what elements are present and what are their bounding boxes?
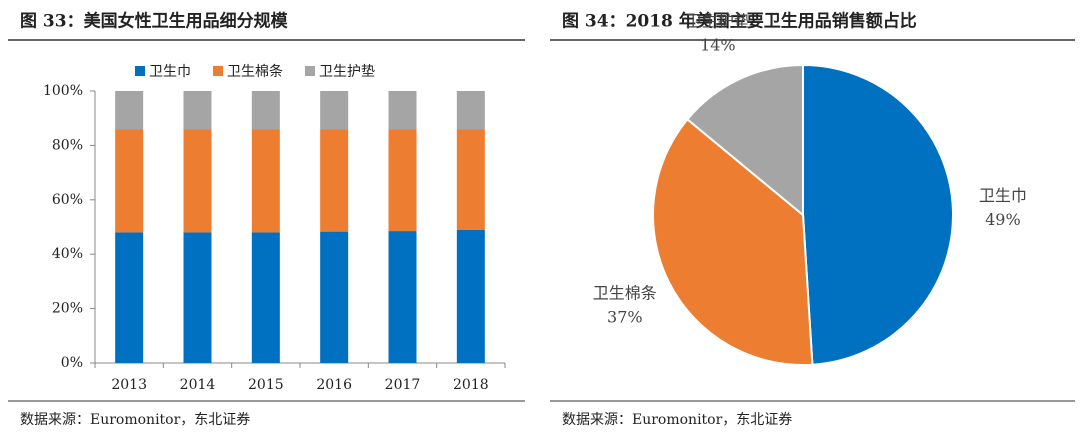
bar-segment xyxy=(251,91,280,130)
bar-segment xyxy=(115,91,144,130)
legend-label: 卫生巾 xyxy=(149,64,191,80)
bar-segment xyxy=(251,232,280,363)
bar-segment xyxy=(456,229,485,363)
bar-segment xyxy=(456,91,485,130)
slice-value: 14% xyxy=(700,36,736,55)
bar-segment xyxy=(115,232,144,363)
pie-slice xyxy=(802,63,954,366)
pie-slice xyxy=(652,117,814,366)
legend-label: 卫生护垫 xyxy=(319,64,375,80)
slice-value: 49% xyxy=(985,210,1021,229)
y-tick-label: 100% xyxy=(43,83,83,99)
slice-label: 卫生棉条 xyxy=(593,283,657,302)
source: 数据来源：Euromonitor，东北证券 xyxy=(562,412,792,428)
bar-segment xyxy=(183,232,212,363)
y-tick-label: 60% xyxy=(52,192,83,208)
legend-swatch xyxy=(305,66,315,76)
bar-segment xyxy=(320,91,349,130)
x-tick-label: 2014 xyxy=(180,377,216,393)
x-tick-label: 2013 xyxy=(111,377,147,393)
bar-segment xyxy=(320,231,349,363)
bar-segment xyxy=(251,129,280,233)
legend-swatch xyxy=(213,66,223,76)
bar-segment xyxy=(388,129,417,232)
x-tick-label: 2016 xyxy=(316,377,352,393)
legend-label: 卫生棉条 xyxy=(227,63,283,80)
y-tick-label: 20% xyxy=(52,301,83,317)
source: 数据来源：Euromonitor，东北证券 xyxy=(20,412,250,428)
bar-segment xyxy=(320,129,349,232)
y-tick-label: 40% xyxy=(52,246,83,262)
bar-segment xyxy=(388,231,417,363)
chart-title: 图 34：2018 年美国主要卫生用品销售额占比 xyxy=(562,11,917,32)
y-tick-label: 80% xyxy=(52,137,83,153)
chart-title: 图 33：美国女性卫生用品细分规模 xyxy=(20,11,289,32)
slice-label: 卫生护垫 xyxy=(686,12,750,31)
bar-segment xyxy=(115,129,144,233)
pie-slice xyxy=(686,63,804,218)
x-tick-label: 2015 xyxy=(248,377,284,393)
slice-value: 37% xyxy=(607,307,643,326)
x-tick-label: 2017 xyxy=(385,377,421,393)
y-tick-label: 0% xyxy=(61,355,83,371)
bar-segment xyxy=(388,91,417,130)
slice-label: 卫生巾 xyxy=(979,186,1027,205)
bar-segment xyxy=(183,91,212,130)
x-tick-label: 2018 xyxy=(453,377,489,393)
bar-segment xyxy=(456,129,485,230)
legend-swatch xyxy=(135,66,145,76)
bar-segment xyxy=(183,129,212,233)
